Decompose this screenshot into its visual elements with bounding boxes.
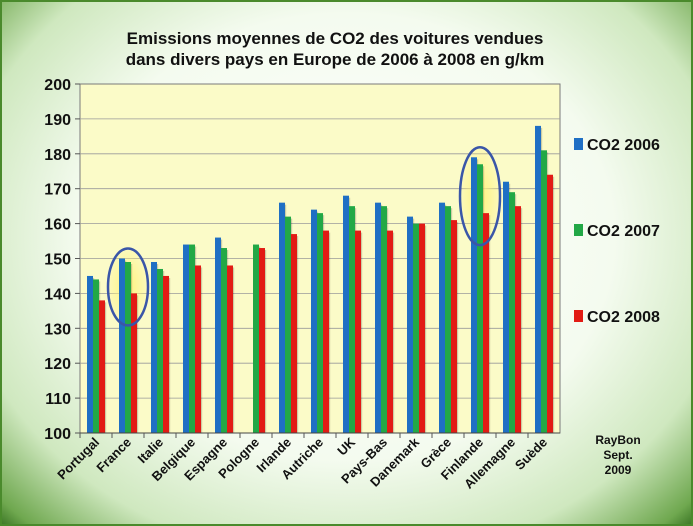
bar-shadow	[457, 222, 459, 433]
y-tick-label: 140	[44, 286, 71, 303]
y-tick-label: 130	[44, 321, 71, 338]
bar	[471, 157, 477, 434]
bar	[515, 206, 521, 433]
bar-shadow	[329, 232, 331, 433]
bar	[221, 248, 227, 433]
y-tick-label: 170	[44, 182, 71, 199]
legend-swatch	[574, 138, 583, 150]
bar	[215, 237, 221, 433]
legend-label: CO2 2006	[587, 137, 660, 154]
y-tick-label: 190	[44, 112, 71, 129]
credit-line-3: 2009	[605, 463, 632, 477]
bar	[87, 275, 93, 433]
bar-shadow	[361, 232, 363, 433]
bar-shadow	[489, 215, 491, 433]
bar	[189, 244, 195, 433]
legend-label: CO2 2007	[587, 223, 660, 240]
bar	[451, 220, 457, 433]
x-tick-label: Suède	[512, 435, 550, 473]
bar	[419, 223, 425, 433]
bar	[99, 300, 105, 433]
bar-shadow	[201, 267, 203, 433]
legend-label: CO2 2008	[587, 309, 660, 326]
bar-shadow	[393, 232, 395, 433]
bar	[291, 234, 297, 433]
bar	[535, 125, 541, 433]
bar	[355, 230, 361, 433]
bar-shadow	[265, 250, 267, 433]
bar-shadow	[169, 277, 171, 433]
bar-shadow	[233, 267, 235, 433]
bar	[253, 244, 259, 433]
bar	[343, 195, 349, 433]
bar	[131, 293, 137, 433]
y-tick-label: 150	[44, 252, 71, 269]
y-tick-label: 200	[44, 77, 71, 94]
bar-shadow	[297, 236, 299, 433]
y-tick-label: 100	[44, 426, 71, 443]
highlight-ellipse	[106, 247, 150, 327]
highlight-ellipse	[458, 146, 502, 247]
bar	[195, 265, 201, 433]
bar	[387, 230, 393, 433]
bar	[285, 216, 291, 433]
bar	[311, 209, 317, 433]
bar	[349, 206, 355, 433]
bar	[547, 174, 553, 434]
bar	[93, 279, 99, 433]
bar-shadow	[425, 225, 427, 433]
x-tick-label: France	[93, 435, 134, 476]
bar-shadow	[521, 208, 523, 433]
chart-title-line-2: dans divers pays en Europe de 2006 à 200…	[126, 50, 545, 69]
bar	[439, 202, 445, 433]
bar-shadow	[137, 295, 139, 433]
bar	[381, 206, 387, 433]
y-tick-label: 110	[45, 391, 71, 408]
chart-title-line-1: Emissions moyennes de CO2 des voitures v…	[127, 29, 544, 48]
bar	[157, 268, 163, 433]
bar-shadow	[553, 176, 555, 434]
bar	[163, 275, 169, 433]
bar	[483, 213, 489, 433]
bar	[151, 261, 157, 433]
bar	[279, 202, 285, 433]
bar	[413, 223, 419, 433]
bar	[259, 248, 265, 433]
bar	[477, 164, 483, 433]
bar	[183, 244, 189, 433]
bar	[445, 206, 451, 433]
x-tick-label: UK	[334, 434, 358, 458]
bar-shadow	[105, 302, 107, 433]
bar	[119, 258, 125, 433]
bar	[541, 150, 547, 433]
y-tick-label: 120	[44, 356, 71, 373]
y-tick-label: 180	[44, 147, 71, 164]
bar	[323, 230, 329, 433]
bar	[407, 216, 413, 433]
credit-line-1: RayBon	[595, 433, 640, 447]
bar	[375, 202, 381, 433]
bar	[317, 213, 323, 433]
bar	[509, 192, 515, 433]
legend-swatch	[574, 310, 583, 322]
y-tick-label: 160	[44, 217, 71, 234]
bar	[227, 265, 233, 433]
bar	[125, 261, 131, 433]
legend-swatch	[574, 224, 583, 236]
credit: RayBon Sept. 2009	[595, 433, 640, 477]
credit-line-2: Sept.	[603, 448, 632, 462]
bar	[503, 181, 509, 433]
